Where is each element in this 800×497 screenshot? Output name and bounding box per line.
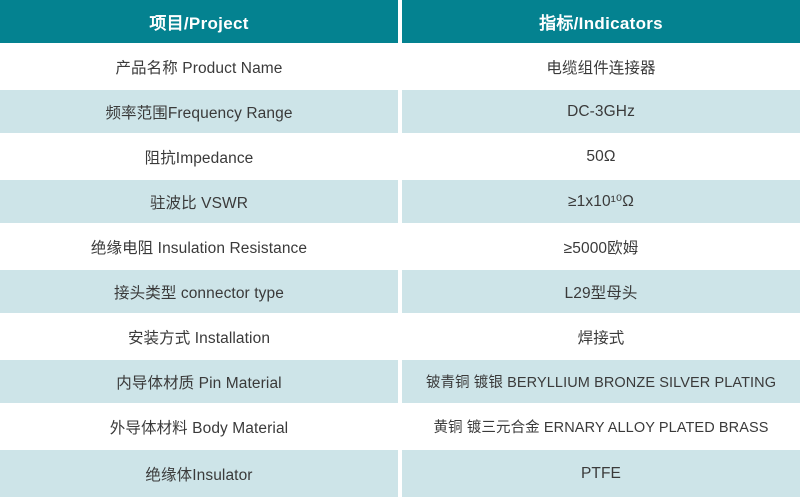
cell-indicator: 50Ω: [402, 135, 800, 178]
cell-indicator: 黄铜 镀三元合金 ERNARY ALLOY PLATED BRASS: [402, 405, 800, 448]
cell-project: 产品名称 Product Name: [0, 45, 398, 88]
header-indicators: 指标/Indicators: [402, 0, 800, 43]
cell-project: 频率范围Frequency Range: [0, 90, 398, 133]
table-row-product-name: 产品名称 Product Name 电缆组件连接器: [0, 45, 800, 90]
cell-indicator: ≥1x10¹⁰Ω: [402, 180, 800, 223]
table-row-insulator: 绝缘体Insulator PTFE: [0, 450, 800, 497]
cell-project: 阻抗Impedance: [0, 135, 398, 178]
table-row-insulation-resistance: 绝缘电阻 Insulation Resistance ≥5000欧姆: [0, 225, 800, 270]
cell-project: 驻波比 VSWR: [0, 180, 398, 223]
cell-indicator: DC-3GHz: [402, 90, 800, 133]
cell-project: 绝缘电阻 Insulation Resistance: [0, 225, 398, 268]
header-project: 项目/Project: [0, 0, 398, 43]
cell-indicator: ≥5000欧姆: [402, 225, 800, 268]
cell-indicator: 焊接式: [402, 315, 800, 358]
cell-indicator: 电缆组件连接器: [402, 45, 800, 88]
table-row-frequency-range: 频率范围Frequency Range DC-3GHz: [0, 90, 800, 135]
cell-indicator: PTFE: [402, 450, 800, 497]
table-header-row: 项目/Project 指标/Indicators: [0, 0, 800, 45]
cell-indicator: 铍青铜 镀银 BERYLLIUM BRONZE SILVER PLATING: [402, 360, 800, 403]
table-row-impedance: 阻抗Impedance 50Ω: [0, 135, 800, 180]
cell-project: 内导体材质 Pin Material: [0, 360, 398, 403]
table-row-installation: 安装方式 Installation 焊接式: [0, 315, 800, 360]
cell-project: 外导体材料 Body Material: [0, 405, 398, 448]
table-row-vswr: 驻波比 VSWR ≥1x10¹⁰Ω: [0, 180, 800, 225]
cell-indicator: L29型母头: [402, 270, 800, 313]
table-row-pin-material: 内导体材质 Pin Material 铍青铜 镀银 BERYLLIUM BRON…: [0, 360, 800, 405]
cell-project: 接头类型 connector type: [0, 270, 398, 313]
table-row-body-material: 外导体材料 Body Material 黄铜 镀三元合金 ERNARY ALLO…: [0, 405, 800, 450]
cell-project: 安装方式 Installation: [0, 315, 398, 358]
cell-project: 绝缘体Insulator: [0, 450, 398, 497]
table-row-connector-type: 接头类型 connector type L29型母头: [0, 270, 800, 315]
